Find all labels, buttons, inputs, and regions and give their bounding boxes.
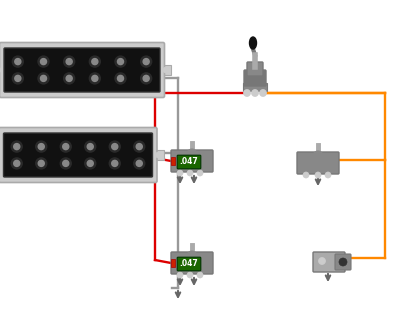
Circle shape	[115, 56, 126, 67]
Circle shape	[109, 141, 120, 152]
Circle shape	[89, 56, 100, 67]
Circle shape	[92, 59, 98, 65]
Text: .047: .047	[180, 259, 198, 268]
Circle shape	[92, 75, 98, 82]
Circle shape	[118, 59, 124, 65]
Circle shape	[60, 141, 71, 152]
Circle shape	[15, 75, 21, 82]
Circle shape	[143, 75, 149, 82]
Circle shape	[136, 161, 142, 166]
Circle shape	[177, 170, 183, 176]
Bar	[171, 157, 175, 165]
Circle shape	[85, 158, 96, 169]
Circle shape	[38, 161, 44, 166]
Circle shape	[136, 144, 142, 150]
Circle shape	[11, 141, 22, 152]
Circle shape	[60, 158, 71, 169]
Circle shape	[64, 73, 75, 84]
FancyBboxPatch shape	[171, 252, 213, 274]
Circle shape	[318, 257, 326, 264]
Circle shape	[187, 170, 193, 176]
Circle shape	[12, 73, 23, 84]
Circle shape	[313, 151, 323, 161]
Bar	[154, 150, 164, 160]
Circle shape	[14, 161, 20, 166]
Bar	[161, 65, 171, 75]
Circle shape	[187, 251, 197, 261]
Circle shape	[315, 172, 321, 178]
FancyBboxPatch shape	[313, 252, 345, 272]
Circle shape	[85, 141, 96, 152]
Circle shape	[156, 152, 162, 158]
Circle shape	[63, 144, 69, 150]
Circle shape	[15, 59, 21, 65]
Bar	[171, 259, 175, 267]
Circle shape	[118, 75, 124, 82]
Circle shape	[244, 90, 250, 97]
Circle shape	[38, 144, 44, 150]
Bar	[243, 83, 267, 91]
Circle shape	[134, 158, 145, 169]
Circle shape	[141, 56, 152, 67]
Circle shape	[260, 90, 266, 97]
Circle shape	[12, 56, 23, 67]
Circle shape	[112, 161, 118, 166]
FancyBboxPatch shape	[297, 152, 339, 174]
FancyBboxPatch shape	[4, 48, 160, 92]
Circle shape	[134, 141, 145, 152]
Circle shape	[177, 272, 183, 278]
Circle shape	[38, 56, 49, 67]
Circle shape	[64, 56, 75, 67]
Circle shape	[187, 272, 193, 278]
FancyBboxPatch shape	[177, 155, 201, 169]
Circle shape	[109, 158, 120, 169]
FancyBboxPatch shape	[335, 254, 351, 270]
Circle shape	[14, 144, 20, 150]
Circle shape	[339, 258, 347, 266]
Circle shape	[303, 172, 309, 178]
FancyBboxPatch shape	[4, 133, 152, 177]
Bar	[0, 150, 2, 160]
FancyBboxPatch shape	[0, 43, 164, 98]
Circle shape	[143, 59, 149, 65]
Circle shape	[36, 141, 47, 152]
Circle shape	[0, 67, 1, 73]
Circle shape	[112, 144, 118, 150]
Circle shape	[187, 149, 197, 159]
Circle shape	[40, 59, 46, 65]
FancyBboxPatch shape	[171, 150, 213, 172]
Text: .047: .047	[180, 157, 198, 166]
Circle shape	[63, 161, 69, 166]
Circle shape	[141, 73, 152, 84]
FancyBboxPatch shape	[244, 70, 266, 86]
Circle shape	[197, 170, 203, 176]
FancyBboxPatch shape	[0, 128, 157, 182]
Circle shape	[115, 73, 126, 84]
Circle shape	[325, 172, 331, 178]
Circle shape	[40, 75, 46, 82]
Circle shape	[87, 161, 93, 166]
Circle shape	[38, 73, 49, 84]
Circle shape	[11, 158, 22, 169]
Circle shape	[66, 59, 72, 65]
Circle shape	[252, 90, 258, 97]
FancyBboxPatch shape	[247, 62, 263, 76]
Ellipse shape	[250, 37, 256, 49]
Circle shape	[66, 75, 72, 82]
Circle shape	[87, 144, 93, 150]
Bar	[0, 65, 3, 75]
Circle shape	[197, 272, 203, 278]
Circle shape	[89, 73, 100, 84]
Circle shape	[36, 158, 47, 169]
FancyBboxPatch shape	[177, 257, 201, 271]
Circle shape	[163, 67, 169, 73]
